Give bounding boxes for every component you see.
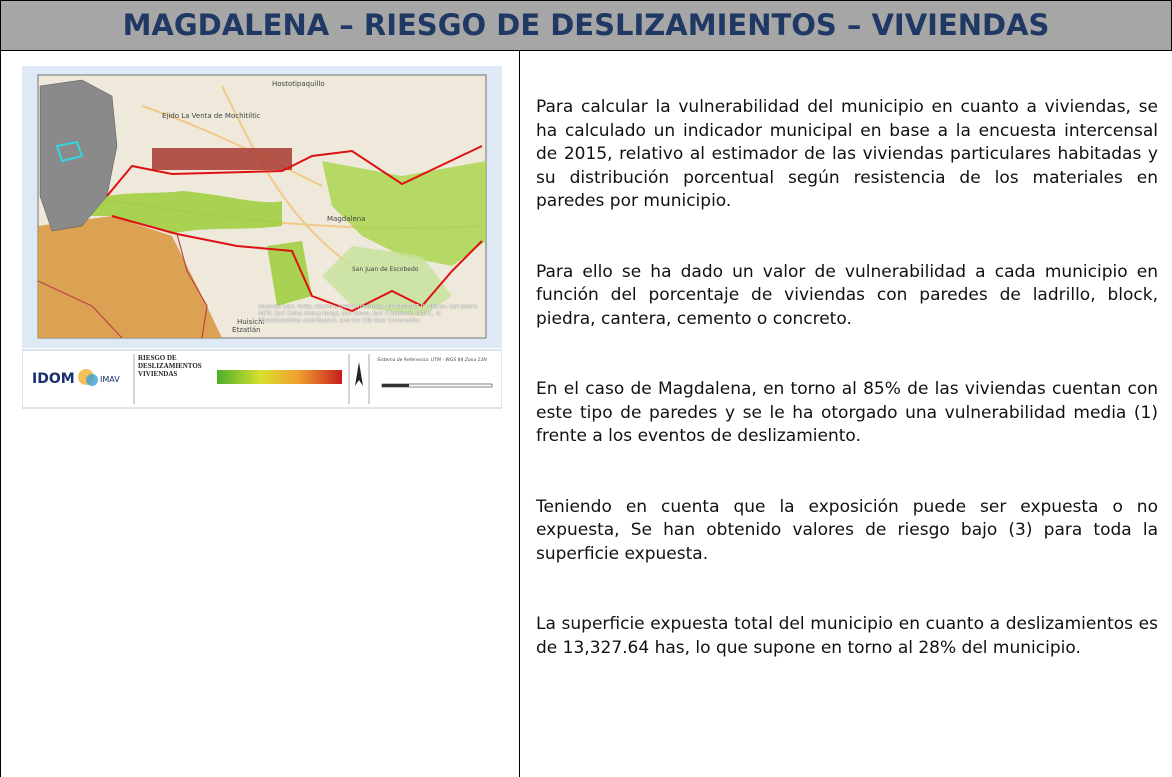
text-column: Para calcular la vulnerabilidad del muni… xyxy=(536,96,1158,707)
scale-bar-segment xyxy=(382,384,409,387)
logo: IDOM xyxy=(32,371,75,387)
map-sources-box: Sources: Esri, HERE, Garmin, USGS, Inter… xyxy=(258,304,484,336)
paragraph: Teniendo en cuenta que la exposición pue… xyxy=(536,496,1158,567)
legend-title: RIESGO DE DESLIZAMIENTOS VIVIENDAS xyxy=(138,354,212,378)
partner-logo: IMAV xyxy=(100,375,120,384)
map-sources: Sources: Esri, HERE, Garmin, USGS, Inter… xyxy=(258,304,484,325)
map-label: San Juan de Escobedo xyxy=(352,266,419,273)
paragraph: Para calcular la vulnerabilidad del muni… xyxy=(536,96,1158,214)
map-label: Hostotipaquillo xyxy=(272,80,325,88)
map-label: Ejido La Venta de Mochitiltic xyxy=(162,112,261,120)
paragraph: En el caso de Magdalena, en torno al 85%… xyxy=(536,378,1158,449)
map-label: Magdalena xyxy=(327,215,365,223)
reference-system: Sistema de Referencia: UTM - WGS 84 Zona… xyxy=(377,357,487,363)
risk-area-red xyxy=(152,148,292,170)
map-label: Etzatlán xyxy=(232,326,261,334)
logo-icon xyxy=(86,374,98,386)
page-title: MAGDALENA – RIESGO DE DESLIZAMIENTOS – V… xyxy=(0,0,1172,51)
legend-gradient xyxy=(217,370,342,384)
map-figure: Hostotipaquillo Ejido La Venta de Mochit… xyxy=(22,66,502,410)
legend-title-box: RIESGO DE DESLIZAMIENTOS VIVIENDAS xyxy=(138,354,212,394)
paragraph: La superficie expuesta total del municip… xyxy=(536,613,1158,660)
paragraph: Para ello se ha dado un valor de vulnera… xyxy=(536,261,1158,332)
page: MAGDALENA – RIESGO DE DESLIZAMIENTOS – V… xyxy=(0,0,1172,777)
